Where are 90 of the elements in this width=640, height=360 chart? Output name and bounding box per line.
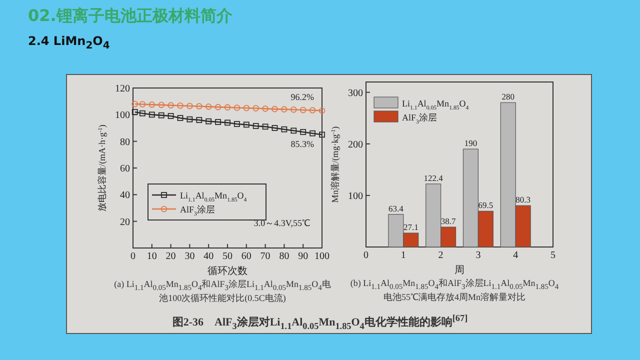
data-label: 63.4 — [388, 203, 404, 214]
x-tick-label: 2 — [438, 250, 444, 261]
point — [243, 122, 250, 128]
point — [318, 108, 326, 114]
data-label: 190 — [464, 138, 478, 148]
point — [281, 106, 288, 112]
x-tick-label: 20 — [166, 251, 176, 262]
point — [300, 129, 306, 135]
annotation: 3.0～4.3V,55℃ — [254, 218, 310, 228]
data-label: 27.1 — [403, 222, 418, 232]
text: (a) Li$_{1.1}$Al$_{0.05}$Mn$_{1.85}$O$_{4}$和AlF$_{3}$涂层Li$_{1.1}$Al$_{0.05}$Mn$_{1.85}$O$_{4}$电池100次循环性能对比(0.5C电流) — [114, 279, 331, 303]
point — [186, 116, 193, 122]
point — [243, 104, 250, 112]
point — [148, 112, 155, 118]
x-tick-label: 50 — [222, 251, 232, 262]
x-tick-label: 70 — [260, 251, 270, 262]
x-tick-label: 90 — [298, 251, 308, 262]
y-tick-label: 80 — [120, 136, 130, 148]
x-tick-label: 80 — [279, 251, 290, 262]
y-tick-label: 20 — [120, 216, 130, 228]
point — [177, 115, 184, 121]
point — [177, 102, 184, 109]
point — [252, 123, 259, 129]
x-tick-label: 60 — [241, 251, 252, 262]
text: (b) Li$_{1.1}$Al$_{0.05}$Mn$_{1.85}$O$_{4}$和AlF$_{3}$涂层Li$_{1.1}$Al$_{0.05}$Mn$_{1.85}$O$_{4}$电池55℃满电存放4周Mn溶解量对比 — [350, 278, 559, 302]
y-tick-label: 200 — [348, 139, 363, 150]
legend-label: Li$_{1.1}$Al$_{0.05}$Mn$_{1.85}$O$_{4}$ — [180, 190, 247, 204]
data-label: 69.5 — [478, 200, 494, 210]
point — [206, 118, 212, 124]
y-tick-label: 300 — [348, 88, 363, 99]
legend-label: AlF$_{3}$涂层 — [180, 204, 215, 218]
point — [168, 102, 174, 108]
y-tick-label: 40 — [120, 190, 130, 202]
x-tick-label: 10 — [146, 251, 157, 262]
point — [224, 120, 230, 126]
point — [214, 104, 222, 110]
point — [272, 106, 278, 112]
point — [205, 104, 212, 110]
chart-title: 02.锂离子电池正极材料简介 — [28, 6, 232, 27]
point — [132, 109, 138, 115]
y-tick-label: 60 — [120, 164, 130, 174]
point — [234, 104, 240, 111]
point — [158, 112, 164, 118]
x-tick-label: 5 — [550, 250, 556, 261]
annotation: 96.2% — [290, 92, 314, 102]
point — [319, 132, 325, 138]
legend-label: Li$_{1.1}$Al$_{0.05}$Mn$_{1.85}$O$_{4}$ — [402, 98, 469, 112]
point — [139, 101, 146, 108]
point — [168, 113, 174, 119]
point — [300, 106, 306, 114]
x-tick-label: 40 — [204, 251, 214, 262]
point — [158, 102, 164, 108]
y-tick-label: 100 — [115, 110, 130, 122]
point — [272, 125, 278, 131]
data-label: 122.4 — [424, 172, 444, 183]
annotation: 85.3% — [290, 139, 314, 150]
point — [310, 130, 316, 136]
x-tick-label: 3 — [476, 250, 481, 261]
text: 图2-36 AlF$_{3}$涂层对Li$_{1.1}$Al$_{0.05}$Mn$_{1.85}$O$_{4}$电化学性能的影响$^{[67]}$ — [172, 313, 468, 331]
point — [290, 106, 297, 113]
x-axis-title: 循环次数 — [208, 266, 248, 277]
point — [140, 110, 146, 116]
data-label: 280 — [502, 92, 514, 102]
x-tick-label: 4 — [513, 250, 518, 261]
point — [262, 124, 268, 130]
x-axis-title: 周 — [454, 265, 464, 276]
point — [309, 107, 316, 114]
chart-subtitle: 2.4 LiMn$_{2}$O$_{4}$ — [28, 34, 110, 52]
x-tick-label: 0 — [130, 251, 136, 262]
legend-label: AlF$_{3}$涂层 — [402, 112, 437, 126]
point — [281, 126, 288, 132]
point — [234, 121, 240, 127]
x-tick-label: 100 — [314, 251, 330, 262]
point — [262, 106, 268, 112]
point — [224, 104, 231, 110]
point — [132, 100, 138, 108]
data-label: 38.7 — [440, 216, 456, 226]
x-tick-label: 30 — [184, 251, 195, 262]
y-tick-label: 100 — [348, 190, 363, 202]
point — [148, 102, 156, 108]
point — [290, 128, 297, 134]
point — [196, 103, 202, 110]
x-tick-label: 1 — [400, 250, 406, 261]
point — [252, 105, 259, 112]
point — [215, 119, 221, 125]
x-tick-label: 0 — [364, 250, 368, 261]
point — [186, 102, 193, 110]
data-label: 80.3 — [516, 194, 531, 205]
y-tick-label: 120 — [115, 84, 130, 94]
point — [196, 117, 202, 123]
